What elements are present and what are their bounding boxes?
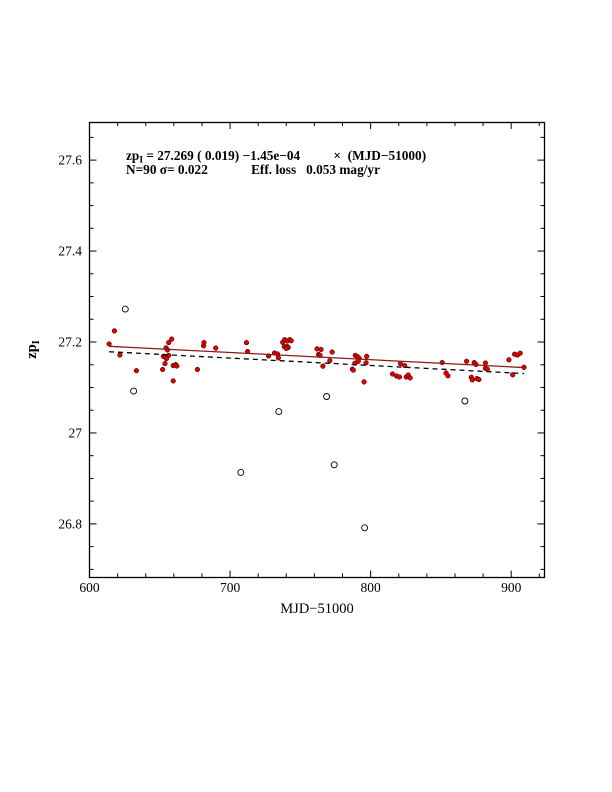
svg-text:600: 600 xyxy=(79,580,100,595)
svg-text:27.4: 27.4 xyxy=(58,244,82,259)
svg-text:27.6: 27.6 xyxy=(58,153,82,168)
svg-text:27.2: 27.2 xyxy=(58,335,82,350)
svg-text:MJD−51000: MJD−51000 xyxy=(280,601,353,617)
svg-text:N=90 σ= 0.022 Eff.: N=90 σ= 0.022 Eff. loss 0.053 mag/yr xyxy=(126,162,380,177)
svg-text:900: 900 xyxy=(501,580,522,595)
svg-text:26.8: 26.8 xyxy=(58,517,82,532)
svg-text:700: 700 xyxy=(220,580,241,595)
svg-text:800: 800 xyxy=(361,580,382,595)
svg-text:27: 27 xyxy=(69,426,83,441)
